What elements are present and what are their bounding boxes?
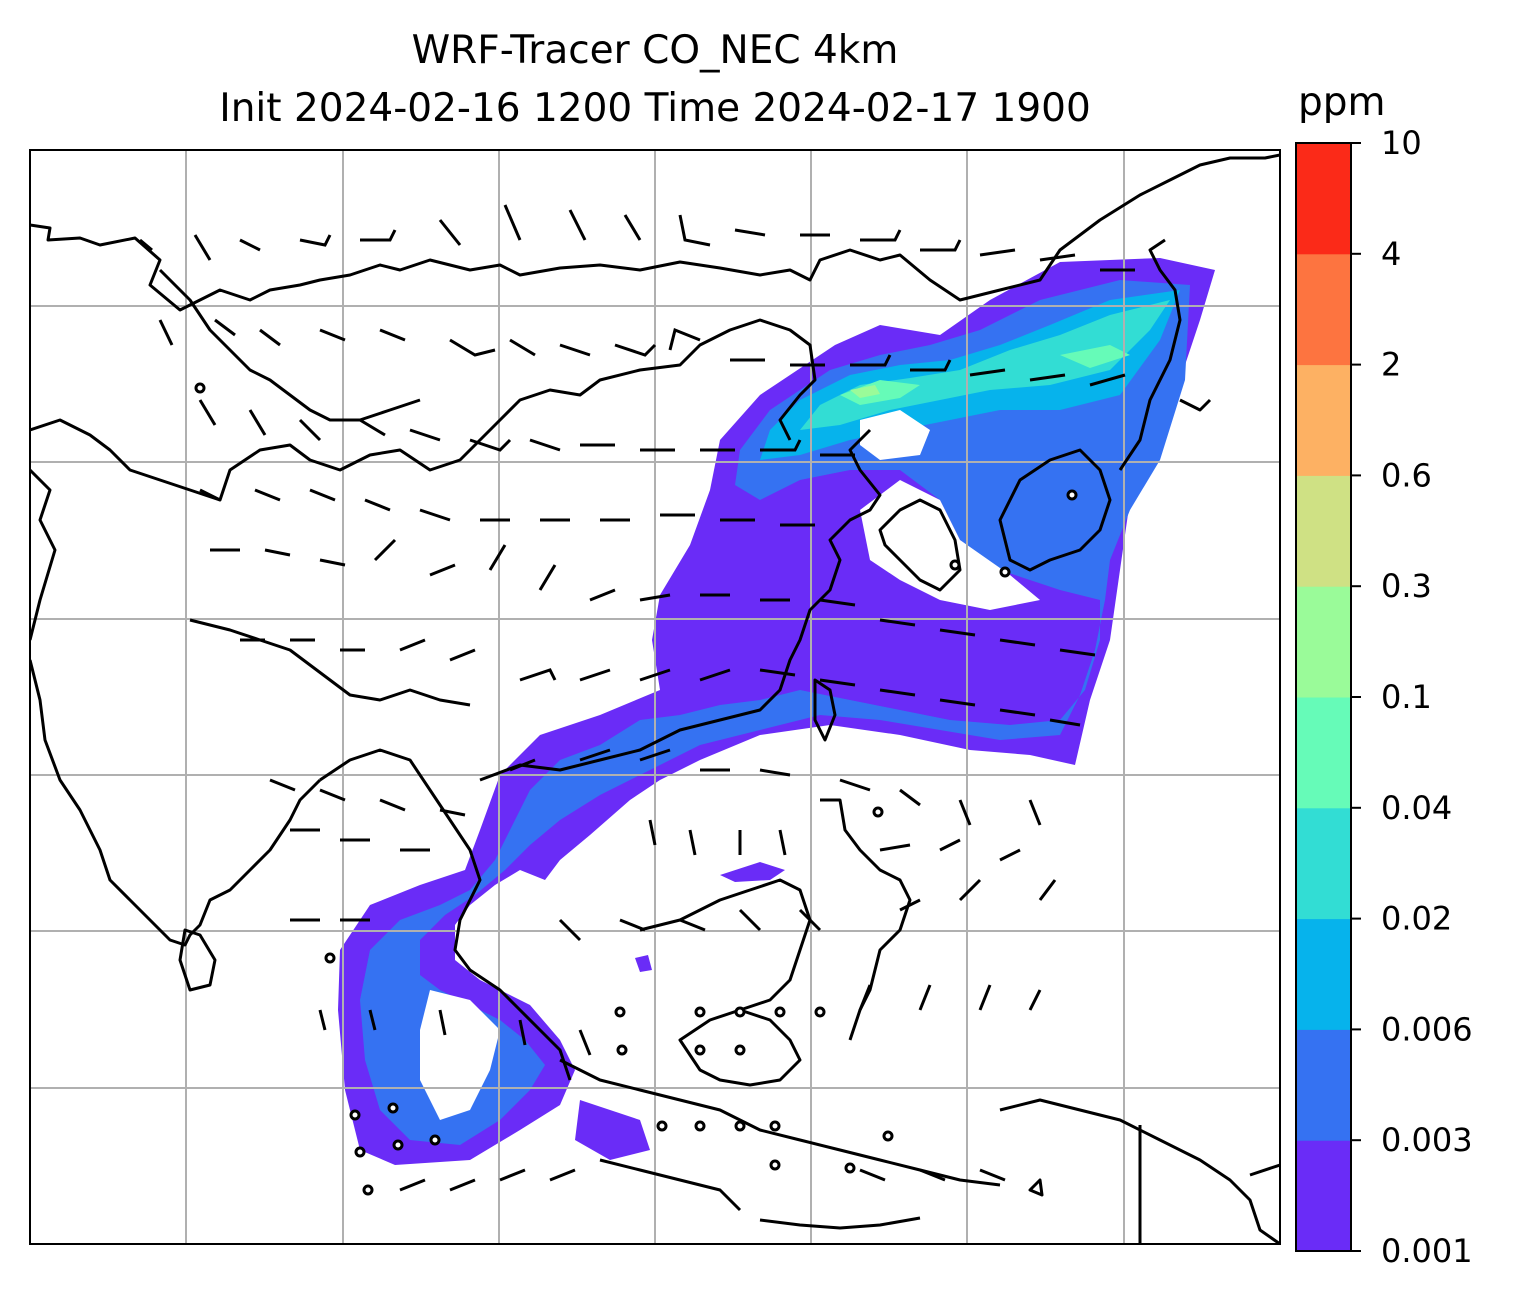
colorbar-segment bbox=[1296, 253, 1351, 366]
plume-band-5b bbox=[1060, 345, 1130, 368]
colorbar-tick-label: 0.006 bbox=[1381, 1010, 1473, 1048]
colorbar-segment bbox=[1296, 807, 1351, 920]
plume-patch-sulawesi bbox=[575, 1100, 650, 1160]
colorbar-segment bbox=[1296, 475, 1351, 587]
map-gridlines bbox=[30, 150, 1280, 1244]
colorbar-tick-label: 0.6 bbox=[1381, 456, 1432, 494]
colorbar-tick-label: 10 bbox=[1381, 124, 1422, 162]
colorbar-tick-label: 0.001 bbox=[1381, 1232, 1473, 1270]
plume-band-6 bbox=[850, 385, 880, 398]
colorbar-tick-label: 2 bbox=[1381, 346, 1401, 384]
plume-patch-borneo bbox=[720, 862, 785, 882]
colorbar-segment bbox=[1296, 1029, 1351, 1141]
tracer-plume bbox=[338, 258, 1215, 1165]
plume-gap-north bbox=[860, 410, 930, 460]
calm-wind-markers bbox=[194, 382, 1078, 1196]
map-frame bbox=[29, 149, 1281, 1245]
map-title-line1: WRF-Tracer CO_NEC 4km bbox=[411, 28, 899, 73]
colorbar-segment bbox=[1296, 1140, 1351, 1252]
colorbar-tick-label: 0.02 bbox=[1381, 900, 1452, 938]
plume-patch-java bbox=[635, 955, 652, 972]
map-title-line2: Init 2024-02-16 1200 Time 2024-02-17 190… bbox=[219, 86, 1091, 131]
plume-band-2 bbox=[360, 280, 1190, 1145]
plume-band-5 bbox=[840, 380, 920, 405]
colorbar-tick-label: 0.3 bbox=[1381, 567, 1432, 605]
coastlines-and-borders bbox=[30, 153, 1280, 1244]
wind-barbs bbox=[139, 204, 1135, 1192]
colorbar-segment bbox=[1296, 586, 1351, 698]
colorbar-tick-label: 0.1 bbox=[1381, 678, 1432, 716]
colorbar-tick-label: 4 bbox=[1381, 235, 1401, 273]
plume-gap-yellow-sea bbox=[860, 480, 1040, 610]
map-plot-area bbox=[30, 150, 1280, 1244]
colorbar-tick-label: 0.003 bbox=[1381, 1121, 1473, 1159]
colorbar-segment bbox=[1296, 697, 1351, 809]
colorbar-segment bbox=[1296, 143, 1351, 255]
colorbar-segment bbox=[1296, 364, 1351, 476]
colorbar: 0.001 0.003 0.006 0.02 0.04 0.1 0.3 0.6 2 4 10 bbox=[1295, 124, 1473, 1270]
colorbar-tick-label: 0.04 bbox=[1381, 789, 1452, 827]
colorbar-segment bbox=[1296, 918, 1351, 1030]
colorbar-unit-label: ppm bbox=[1298, 80, 1386, 125]
